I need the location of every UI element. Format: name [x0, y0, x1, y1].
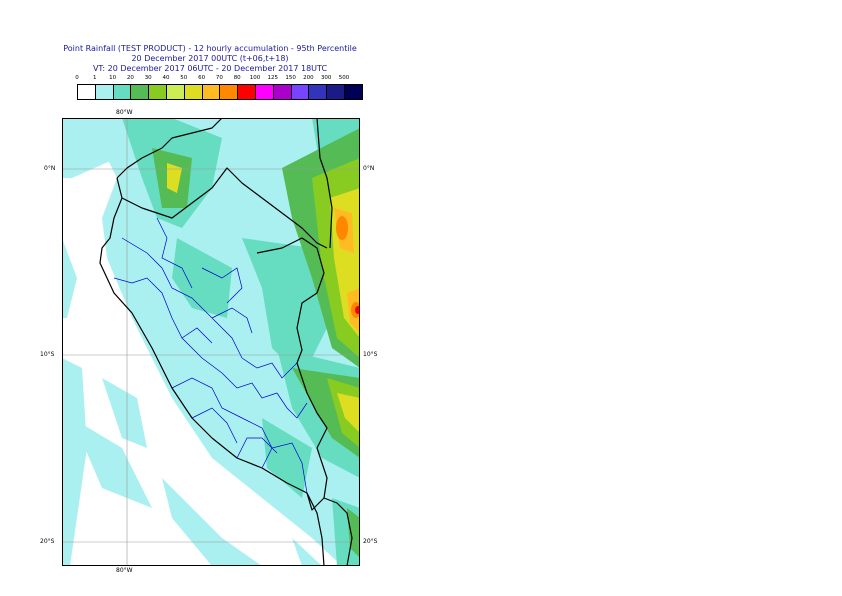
lat-label-right-0: 0°N: [363, 165, 375, 172]
map-valid-time: VT: 20 December 2017 06UTC - 20 December…: [92, 64, 328, 73]
colorbar-swatch: [290, 84, 310, 100]
map-base-time: 20 December 2017 00UTC (t+06,t+18): [131, 54, 289, 63]
colorbar-tick-label: 100: [249, 75, 261, 81]
colorbar-swatch: [77, 84, 96, 100]
max-rain-spot: [355, 306, 360, 314]
rainfall-map: [62, 118, 360, 566]
colorbar-tick-label: 300: [320, 75, 332, 81]
colorbar-tick-label: 0: [75, 75, 79, 81]
colorbar-tick-label: 10: [109, 75, 117, 81]
colorbar-swatch: [219, 84, 239, 100]
peak-rain-areas: [336, 216, 360, 318]
lat-label-left-10: 10°S: [40, 351, 55, 358]
colorbar-swatch: [308, 84, 328, 100]
colorbar-tick-label: 1: [93, 75, 97, 81]
lat-label-left-20: 20°S: [40, 538, 55, 545]
colorbar-swatch: [130, 84, 150, 100]
colorbar-tick-label: 150: [285, 75, 296, 81]
colorbar-swatch: [166, 84, 185, 100]
colorbar-tick-label: 20: [126, 75, 134, 81]
colorbar-swatch: [201, 84, 221, 100]
colorbar-tick-label: 80: [233, 75, 241, 81]
colorbar-swatch: [326, 84, 345, 100]
colorbar-swatch: [344, 84, 363, 100]
map-frame: [62, 118, 360, 566]
colorbar-swatch: [183, 84, 203, 100]
lat-label-right-10: 10°S: [363, 351, 378, 358]
map-title: Point Rainfall (TEST PRODUCT) - 12 hourl…: [63, 44, 357, 53]
colorbar-tick-label: 40: [162, 75, 170, 81]
colorbar-tick-label: 60: [198, 75, 206, 81]
lon-label-bottom: 80°W: [116, 567, 133, 574]
regional-boundaries: [113, 217, 308, 494]
colorbar-swatch: [255, 84, 274, 100]
lat-label-right-20: 20°S: [363, 538, 378, 545]
colorbar-swatch: [112, 84, 132, 100]
colorbar-tick-label: 70: [215, 75, 223, 81]
colorbar-swatch: [148, 84, 167, 100]
colorbar-tick-label: 30: [144, 75, 152, 81]
colorbar-tick-label: 500: [338, 75, 350, 81]
colorbar-swatch: [237, 84, 256, 100]
lat-label-left-0: 0°N: [44, 165, 56, 172]
colorbar-tick-label: 50: [180, 75, 188, 81]
colorbar-tick-label: 125: [267, 75, 279, 81]
colorbar-swatch: [272, 84, 292, 100]
lon-label-top: 80°W: [116, 109, 133, 116]
colorbar-swatch: [94, 84, 114, 100]
graticule: [62, 118, 360, 566]
colorbar-tick-label: 200: [303, 75, 314, 81]
